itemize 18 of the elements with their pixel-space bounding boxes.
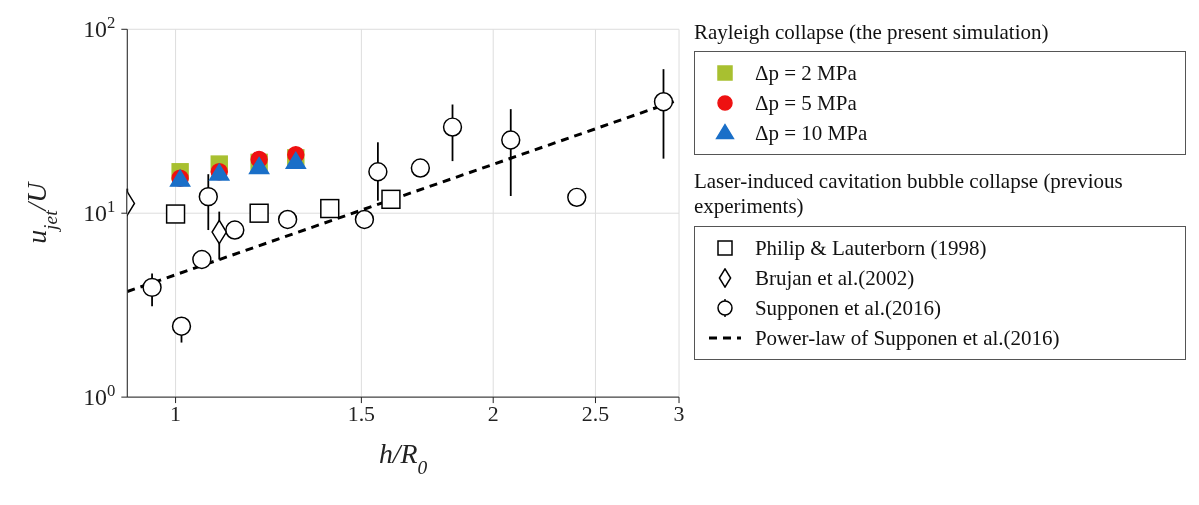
legend-label: Brujan et al.(2002)	[754, 264, 915, 292]
legend-label: Philip & Lauterborn (1998)	[754, 234, 987, 262]
x-tick-label: 3	[673, 401, 685, 426]
legend-label: Δp = 5 MPa	[754, 90, 857, 118]
legend-label: Power-law of Supponen et al.(2016)	[754, 324, 1060, 352]
text: Laser-induced cavitation bubble collapse (previous experiments)	[693, 169, 1123, 219]
text: Rayleigh collapse (the present simulation)	[693, 20, 1049, 44]
x-tick-label: 1.5	[347, 401, 376, 426]
x-tick-label: 2	[487, 401, 499, 426]
y-tick-label: 10$^{0}$	[83, 380, 116, 411]
x-axis-title: h/R$_{0}$	[378, 437, 428, 478]
legend-label: Supponen et al.(2016)	[754, 294, 941, 322]
y-tick-label: 10$^{1}$	[83, 196, 116, 227]
x-tick-label: 1	[170, 401, 182, 426]
legend-label: Δp = 2 MPa	[754, 60, 857, 88]
x-tick-label: 2.5	[581, 401, 610, 426]
y-tick-label: 10$^{2}$	[83, 12, 116, 43]
legend-label: Δp = 10 MPa	[754, 120, 868, 148]
